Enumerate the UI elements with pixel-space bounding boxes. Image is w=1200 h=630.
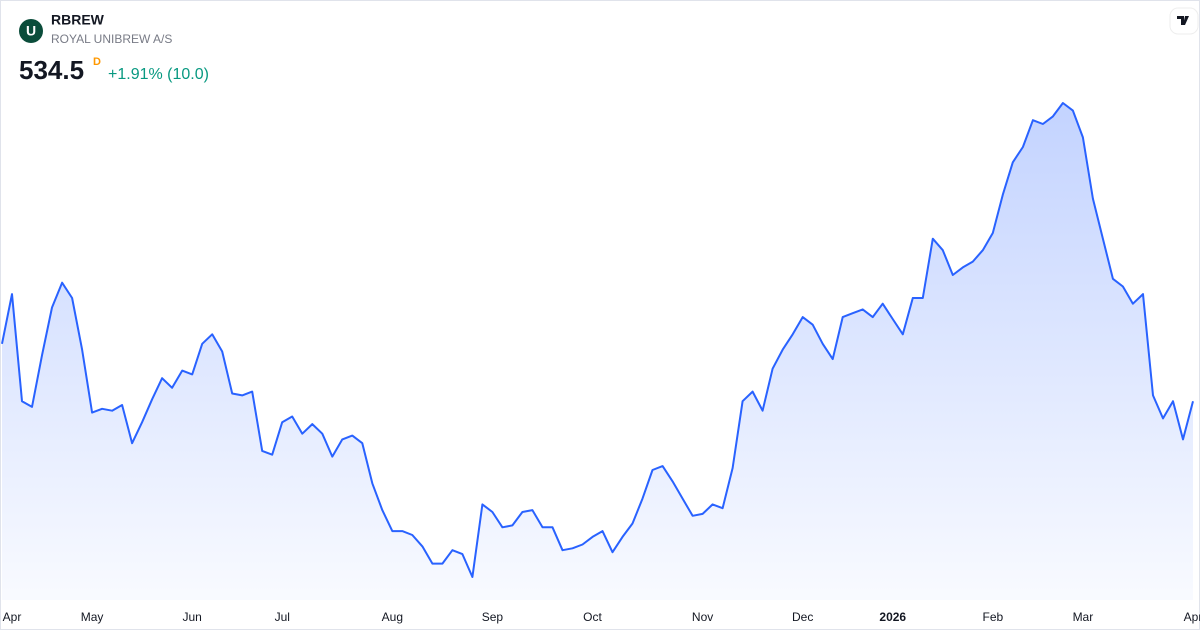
x-tick-label: Jun — [182, 610, 201, 624]
x-tick-label: Mar — [1073, 610, 1094, 624]
x-tick-label: Nov — [692, 610, 713, 624]
change: +1.91% (10.0) — [108, 66, 209, 83]
logo — [19, 19, 43, 43]
area-fill — [2, 103, 1193, 600]
x-tick-label: Apr — [3, 610, 22, 624]
x-tick-label: Apr — [1184, 610, 1200, 624]
x-tick-label: Jul — [275, 610, 290, 624]
x-tick-label: Dec — [792, 610, 813, 624]
price-line — [1, 102, 1194, 578]
logo-letter: U — [26, 23, 36, 39]
price: 534.5 — [19, 55, 84, 85]
x-tick-label: Aug — [382, 610, 403, 624]
x-tick-label: 2026 — [879, 610, 906, 624]
interval: D — [93, 56, 101, 68]
x-tick-label: May — [81, 610, 104, 624]
tv-logo[interactable] — [1169, 7, 1199, 35]
company-name: ROYAL UNIBREW A/S — [51, 32, 172, 46]
plot — [1, 102, 1194, 600]
symbol: RBREW — [51, 12, 105, 28]
x-tick-label: Feb — [982, 610, 1003, 624]
x-tick-label: Sep — [482, 610, 504, 624]
x-tick-label: Oct — [583, 610, 602, 624]
